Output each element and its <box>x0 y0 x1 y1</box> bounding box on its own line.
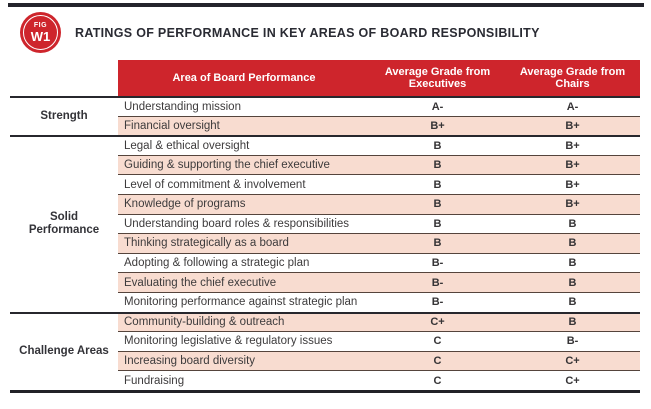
group-label: Challenge Areas <box>10 311 118 390</box>
chairs-grade-cell: B <box>505 272 640 292</box>
area-cell: Monitoring legislative & regulatory issu… <box>118 331 370 351</box>
chairs-grade-cell: B <box>505 213 640 234</box>
chairs-grade-cell: B- <box>505 331 640 351</box>
area-cell: Fundraising <box>118 370 370 390</box>
executives-grade-cell: C <box>370 350 505 371</box>
executives-grade-cell: B <box>370 193 505 214</box>
table-body: Strength Understanding mission A- A- Financi… <box>10 96 640 393</box>
group-label: Solid Performance <box>10 135 118 312</box>
executives-grade-cell: B <box>370 135 505 155</box>
executives-grade-cell: B- <box>370 252 505 273</box>
top-rule <box>8 3 644 7</box>
chairs-grade-cell: B <box>505 233 640 253</box>
area-cell: Level of commitment & involvement <box>118 174 370 194</box>
column-header-executives: Average Grade from Executives <box>384 65 491 91</box>
chairs-grade-cell: C+ <box>505 370 640 390</box>
area-cell: Evaluating the chief executive <box>118 272 370 292</box>
executives-grade-cell: B <box>370 233 505 253</box>
area-cell: Financial oversight <box>118 115 370 136</box>
group-label: Strength <box>10 96 118 136</box>
chairs-grade-cell: B+ <box>505 115 640 136</box>
figure-title: RATINGS OF PERFORMANCE IN KEY AREAS OF B… <box>75 26 540 40</box>
executives-grade-cell: C <box>370 370 505 390</box>
area-cell: Community-building & outreach <box>118 311 370 332</box>
executives-grade-cell: B+ <box>370 115 505 136</box>
figure-badge-fig-label: FIG <box>33 22 48 29</box>
figure-badge-ring: FIG W1 <box>23 15 58 50</box>
area-cell: Legal & ethical oversight <box>118 135 370 155</box>
executives-grade-cell: B- <box>370 272 505 292</box>
executives-grade-cell: B <box>370 154 505 175</box>
area-cell: Understanding mission <box>118 96 370 116</box>
chairs-grade-cell: C+ <box>505 350 640 371</box>
chairs-grade-cell: B+ <box>505 174 640 194</box>
column-header-chairs: Average Grade from Chairs <box>519 65 626 91</box>
area-cell: Thinking strategically as a board <box>118 233 370 253</box>
executives-grade-cell: B- <box>370 291 505 312</box>
column-header-area: Area of Board Performance <box>172 71 316 84</box>
table-header-row: Area of Board Performance Average Grade … <box>118 60 640 96</box>
area-cell: Understanding board roles & responsibili… <box>118 213 370 234</box>
area-cell: Monitoring performance against strategic… <box>118 291 370 312</box>
figure-badge-icon: FIG W1 <box>20 12 61 53</box>
chairs-grade-cell: B <box>505 291 640 312</box>
executives-grade-cell: A- <box>370 96 505 116</box>
ratings-table: Area of Board Performance Average Grade … <box>10 60 640 393</box>
chairs-grade-cell: B+ <box>505 193 640 214</box>
executives-grade-cell: B <box>370 213 505 234</box>
chairs-grade-cell: B <box>505 252 640 273</box>
figure-badge-number: W1 <box>30 29 51 44</box>
chairs-grade-cell: B+ <box>505 154 640 175</box>
executives-grade-cell: B <box>370 174 505 194</box>
chairs-grade-cell: B <box>505 311 640 332</box>
executives-grade-cell: C+ <box>370 311 505 332</box>
area-cell: Adopting & following a strategic plan <box>118 252 370 273</box>
area-cell: Increasing board diversity <box>118 350 370 371</box>
chairs-grade-cell: B+ <box>505 135 640 155</box>
area-cell: Guiding & supporting the chief executive <box>118 154 370 175</box>
chairs-grade-cell: A- <box>505 96 640 116</box>
executives-grade-cell: C <box>370 331 505 351</box>
area-cell: Knowledge of programs <box>118 193 370 214</box>
